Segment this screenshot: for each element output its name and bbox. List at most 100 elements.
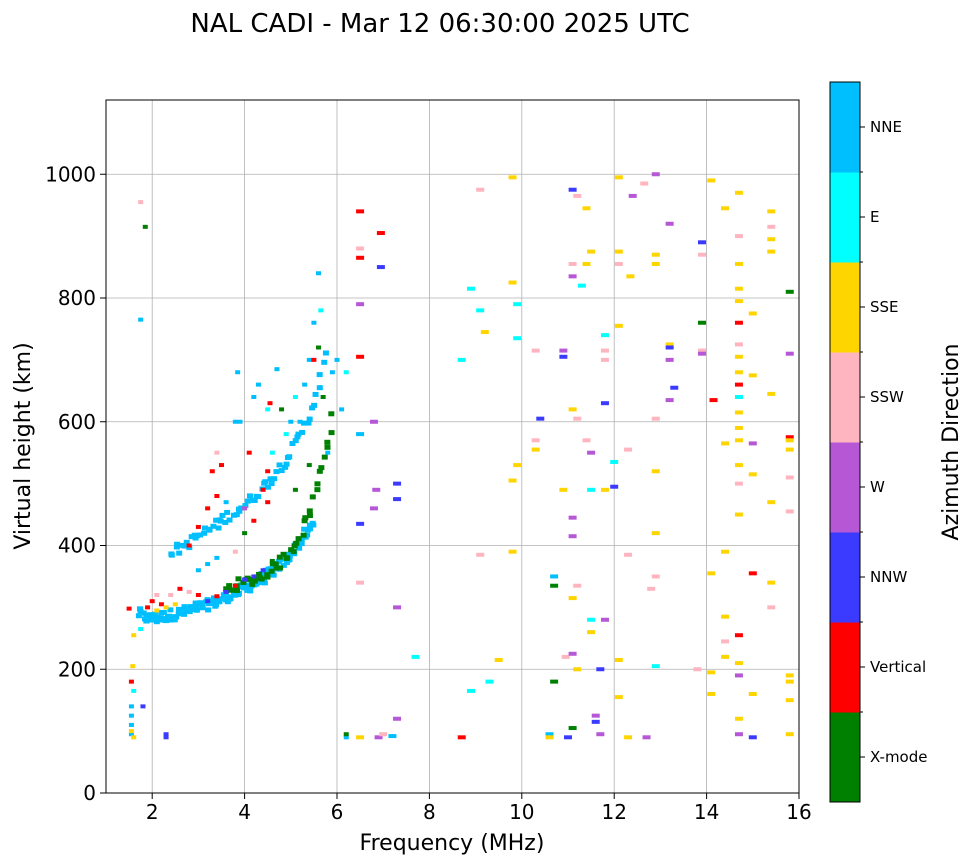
trace-point xyxy=(290,549,297,555)
colorbar-swatch xyxy=(830,622,860,713)
data-point xyxy=(748,571,757,576)
trace-point xyxy=(309,405,316,411)
trace-point xyxy=(280,562,287,568)
trace-point xyxy=(213,517,220,523)
data-point xyxy=(785,435,794,440)
data-point xyxy=(177,586,183,591)
trace-point xyxy=(222,519,229,525)
data-point xyxy=(149,599,155,604)
data-point xyxy=(600,333,609,338)
data-point xyxy=(734,320,743,325)
data-point xyxy=(651,261,660,266)
trace-point xyxy=(268,568,275,574)
trace-point xyxy=(300,420,307,426)
data-point xyxy=(734,633,743,638)
data-point xyxy=(767,209,776,214)
data-point xyxy=(707,571,716,576)
trace-point xyxy=(193,607,200,613)
trace-point xyxy=(160,609,167,615)
data-point xyxy=(251,518,257,523)
data-point xyxy=(559,354,568,359)
data-point xyxy=(235,370,241,375)
trace-point xyxy=(316,385,323,391)
data-point xyxy=(508,549,517,554)
data-point xyxy=(734,425,743,430)
trace-point xyxy=(309,520,316,526)
data-point xyxy=(154,608,160,613)
trace-point xyxy=(306,416,313,422)
trace-point xyxy=(324,439,331,445)
data-point xyxy=(260,568,266,573)
data-point xyxy=(651,252,660,257)
data-point xyxy=(369,419,378,424)
data-point xyxy=(306,357,312,362)
trace-point xyxy=(299,429,306,435)
data-point xyxy=(670,385,679,390)
trace-point xyxy=(278,468,285,474)
data-point xyxy=(343,732,349,737)
data-point xyxy=(356,354,365,359)
data-point xyxy=(545,732,554,737)
data-point xyxy=(568,534,577,539)
data-point xyxy=(550,574,559,579)
trace-point xyxy=(180,611,187,617)
trace-point xyxy=(188,534,195,540)
data-point xyxy=(614,261,623,266)
data-point xyxy=(734,342,743,347)
trace-point xyxy=(209,600,216,606)
trace-point xyxy=(276,554,283,560)
trace-point xyxy=(316,372,323,378)
data-point xyxy=(651,469,660,474)
data-point xyxy=(564,735,572,740)
trace-point xyxy=(267,476,274,482)
y-tick-label: 0 xyxy=(83,781,96,805)
trace-point xyxy=(304,532,311,538)
data-point xyxy=(223,589,229,594)
trace-point xyxy=(283,461,290,467)
trace-point xyxy=(324,444,331,450)
data-point xyxy=(587,487,596,492)
trace-point xyxy=(295,431,302,437)
trace-point xyxy=(305,420,312,426)
data-point xyxy=(721,639,730,644)
data-point xyxy=(785,351,794,356)
y-tick-label: 200 xyxy=(58,657,96,681)
colorbar-tick-label: W xyxy=(870,478,885,496)
trace-point xyxy=(206,526,213,532)
trace-point xyxy=(210,523,217,529)
colorbar: X-mode Vertical NNW W SSW SSE E NNE xyxy=(829,81,927,803)
data-point xyxy=(255,382,261,387)
data-point xyxy=(665,357,674,362)
data-point xyxy=(614,657,623,662)
data-point xyxy=(223,500,229,505)
data-point xyxy=(767,249,776,254)
trace-point xyxy=(173,544,180,550)
data-point xyxy=(237,419,243,424)
data-point xyxy=(279,407,285,412)
trace-point xyxy=(143,612,150,618)
data-point xyxy=(128,732,134,737)
data-point xyxy=(697,240,706,245)
data-point xyxy=(721,441,730,446)
trace-point xyxy=(227,596,234,602)
data-point xyxy=(269,558,275,563)
trace-point xyxy=(231,590,238,596)
trace-point xyxy=(255,494,262,500)
data-point xyxy=(302,382,308,387)
trace-point xyxy=(295,536,302,542)
data-point xyxy=(624,735,633,740)
data-point xyxy=(559,348,568,353)
trace-point xyxy=(193,603,200,609)
data-marks xyxy=(126,172,794,740)
data-point xyxy=(614,695,623,700)
data-point xyxy=(131,633,137,638)
trace-point xyxy=(235,576,242,582)
trace-point xyxy=(258,576,265,582)
data-point xyxy=(369,506,378,511)
data-point xyxy=(734,438,743,443)
data-point xyxy=(356,580,365,585)
colorbar-tick-label: SSW xyxy=(870,388,904,406)
trace-point xyxy=(242,503,249,509)
trace-point xyxy=(223,586,230,592)
data-point xyxy=(513,302,522,307)
